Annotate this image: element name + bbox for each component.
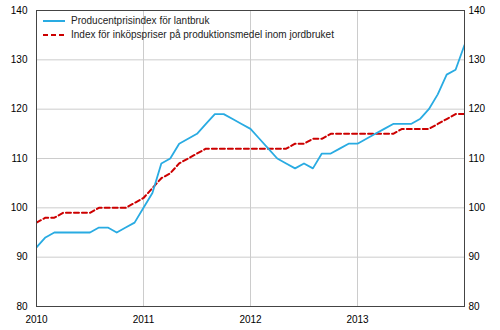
- svg-text:2013: 2013: [346, 314, 369, 325]
- svg-text:130: 130: [11, 54, 28, 65]
- svg-text:140: 140: [469, 5, 486, 16]
- svg-text:90: 90: [16, 251, 28, 262]
- html-text:Index för inköpspriser på prod: Index för inköpspriser på produktionsmed…: [71, 29, 334, 40]
- svg-text:110: 110: [12, 153, 28, 164]
- svg-text:80: 80: [16, 301, 28, 312]
- svg-text:120: 120: [11, 103, 28, 114]
- svg-text:2012: 2012: [239, 314, 262, 325]
- svg-text:130: 130: [469, 54, 486, 65]
- html-text:Producentprisindex för lantbru: Producentprisindex för lantbruk: [71, 15, 210, 26]
- svg-text:2011: 2011: [133, 314, 155, 325]
- svg-text:120: 120: [469, 103, 486, 114]
- svg-text:140: 140: [11, 5, 28, 16]
- svg-text:110: 110: [469, 153, 485, 164]
- svg-text:100: 100: [469, 202, 486, 213]
- svg-text:2010: 2010: [25, 314, 48, 325]
- svg-text:100: 100: [11, 202, 28, 213]
- svg-text:80: 80: [469, 301, 481, 312]
- svg-text:90: 90: [469, 251, 481, 262]
